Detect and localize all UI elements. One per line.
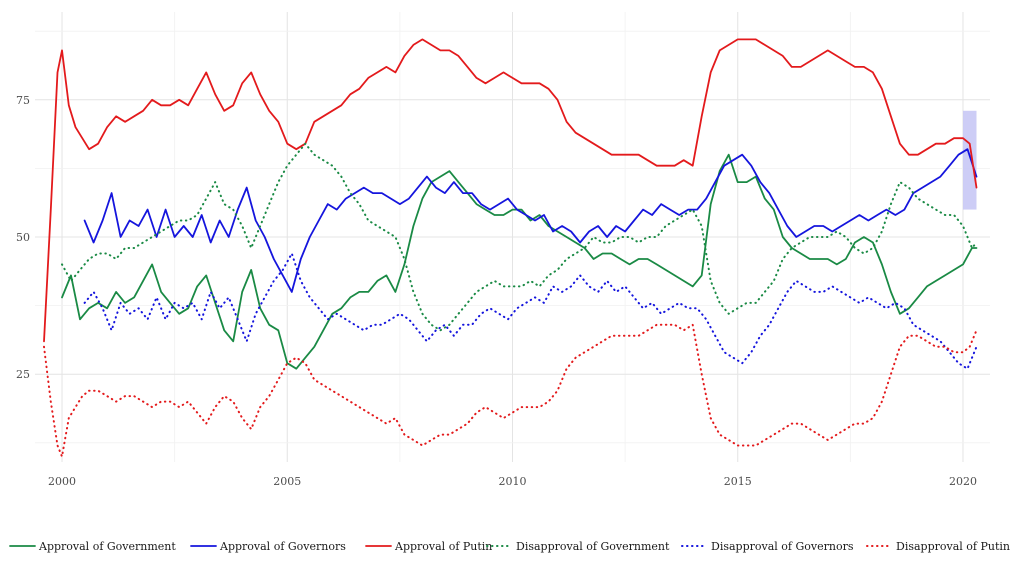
- x-tick-label: 2010: [499, 475, 527, 488]
- series-line-1: [61, 153, 978, 370]
- series-line-6: [43, 323, 978, 458]
- legend-label: Disapproval of Government: [516, 540, 670, 553]
- x-tick-labels: 2000 2005 2010 2015 2020: [48, 475, 977, 488]
- legend-label: Approval of Governors: [219, 540, 346, 553]
- legend: Approval of Government Approval of Govern…: [9, 540, 1010, 553]
- series-line-4: [61, 142, 978, 332]
- grid: [35, 12, 990, 462]
- highlight-box: [962, 110, 977, 210]
- legend-label: Disapproval of Putin: [896, 540, 1010, 553]
- series-line-3: [43, 38, 978, 343]
- x-tick-label: 2000: [48, 475, 76, 488]
- series-line-2: [83, 148, 978, 293]
- x-tick-label: 2005: [273, 475, 301, 488]
- legend-item: Disapproval of Governors: [681, 540, 854, 553]
- x-tick-label: 2020: [949, 475, 977, 488]
- legend-item: Approval of Putin: [365, 540, 492, 553]
- highlight-layer: [962, 110, 977, 210]
- y-tick-label: 50: [16, 231, 30, 244]
- x-tick-label: 2015: [724, 475, 752, 488]
- legend-item: Disapproval of Government: [486, 540, 670, 553]
- series-layer: [43, 38, 978, 458]
- legend-label: Approval of Putin: [394, 540, 492, 553]
- y-tick-labels: 25 50 75: [16, 94, 30, 381]
- y-tick-label: 25: [16, 368, 30, 381]
- series-line-5: [83, 252, 978, 370]
- legend-label: Approval of Government: [38, 540, 176, 553]
- legend-label: Disapproval of Governors: [711, 540, 854, 553]
- legend-item: Approval of Government: [9, 540, 176, 553]
- y-tick-label: 75: [16, 94, 30, 107]
- legend-item: Disapproval of Putin: [866, 540, 1010, 553]
- legend-item: Approval of Governors: [190, 540, 346, 553]
